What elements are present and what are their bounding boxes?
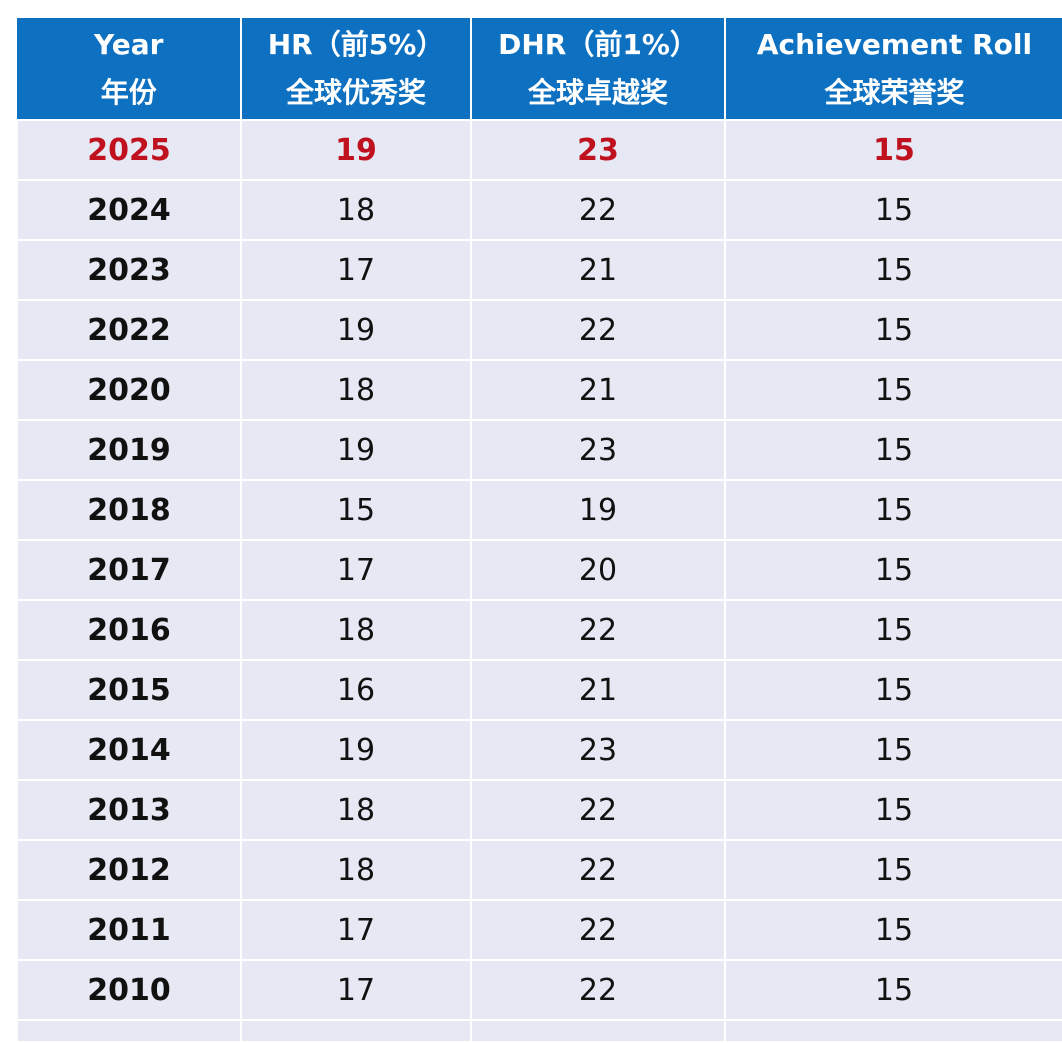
cell-year: 2011 bbox=[16, 899, 242, 961]
table-row: 2011 17 22 15 bbox=[16, 899, 1062, 961]
cell-hr: 19 bbox=[240, 119, 472, 181]
header-achievement-en: Achievement Roll bbox=[756, 27, 1033, 61]
cell-dhr: 22 bbox=[470, 959, 726, 1021]
cell-dhr: 21 bbox=[470, 239, 726, 301]
cell-year: 2012 bbox=[16, 839, 242, 901]
cell-hr: 18 bbox=[240, 599, 472, 661]
header-row: Year 年份 HR（前5%） 全球优秀奖 DHR（前1%） 全球卓越奖 Ach… bbox=[16, 18, 1062, 121]
header-dhr-en: DHR（前1%） bbox=[498, 27, 698, 61]
header-year-en: Year bbox=[94, 27, 164, 61]
table-row: 2020 18 21 15 bbox=[16, 359, 1062, 421]
cell-hr: 19 bbox=[240, 299, 472, 361]
score-table-container: Year 年份 HR（前5%） 全球优秀奖 DHR（前1%） 全球卓越奖 Ach… bbox=[16, 18, 1062, 1043]
cell-cut-off bbox=[724, 1019, 1062, 1043]
cell-achievement: 15 bbox=[724, 599, 1062, 661]
cell-achievement: 15 bbox=[724, 119, 1062, 181]
table-row-partial bbox=[16, 1019, 1062, 1043]
table-row: 2023 17 21 15 bbox=[16, 239, 1062, 301]
cell-achievement: 15 bbox=[724, 959, 1062, 1021]
cell-hr: 17 bbox=[240, 959, 472, 1021]
cell-year: 2025 bbox=[16, 119, 242, 181]
table-row: 2013 18 22 15 bbox=[16, 779, 1062, 841]
header-dhr: DHR（前1%） 全球卓越奖 bbox=[470, 18, 726, 121]
cell-year: 2017 bbox=[16, 539, 242, 601]
cell-achievement: 15 bbox=[724, 839, 1062, 901]
cell-dhr: 22 bbox=[470, 179, 726, 241]
cell-hr: 19 bbox=[240, 719, 472, 781]
header-achievement-zh: 全球荣誉奖 bbox=[824, 75, 965, 109]
cell-dhr: 22 bbox=[470, 839, 726, 901]
cell-dhr: 23 bbox=[470, 719, 726, 781]
cell-dhr: 19 bbox=[470, 479, 726, 541]
table-row: 2012 18 22 15 bbox=[16, 839, 1062, 901]
cell-year: 2019 bbox=[16, 419, 242, 481]
table-row: 2025 19 23 15 bbox=[16, 119, 1062, 181]
cell-hr: 18 bbox=[240, 779, 472, 841]
table-header: Year 年份 HR（前5%） 全球优秀奖 DHR（前1%） 全球卓越奖 Ach… bbox=[16, 18, 1062, 121]
table-row: 2016 18 22 15 bbox=[16, 599, 1062, 661]
cell-hr: 19 bbox=[240, 419, 472, 481]
header-year-zh: 年份 bbox=[100, 75, 157, 109]
table-body: 2025 19 23 15 2024 18 22 15 2023 17 21 15 2022 19 22 15… bbox=[16, 119, 1062, 1043]
cell-achievement: 15 bbox=[724, 899, 1062, 961]
table-row: 2014 19 23 15 bbox=[16, 719, 1062, 781]
cell-dhr: 22 bbox=[470, 299, 726, 361]
cell-year: 2022 bbox=[16, 299, 242, 361]
cell-year: 2018 bbox=[16, 479, 242, 541]
cell-achievement: 15 bbox=[724, 179, 1062, 241]
cell-achievement: 15 bbox=[724, 299, 1062, 361]
cell-year: 2016 bbox=[16, 599, 242, 661]
cell-year: 2010 bbox=[16, 959, 242, 1021]
cell-dhr: 22 bbox=[470, 899, 726, 961]
cell-dhr: 22 bbox=[470, 599, 726, 661]
cell-hr: 18 bbox=[240, 179, 472, 241]
cell-achievement: 15 bbox=[724, 659, 1062, 721]
cell-year: 2014 bbox=[16, 719, 242, 781]
cell-achievement: 15 bbox=[724, 779, 1062, 841]
cell-hr: 17 bbox=[240, 239, 472, 301]
table-row: 2022 19 22 15 bbox=[16, 299, 1062, 361]
cell-achievement: 15 bbox=[724, 359, 1062, 421]
cell-dhr: 23 bbox=[470, 119, 726, 181]
table-row: 2019 19 23 15 bbox=[16, 419, 1062, 481]
cell-year: 2024 bbox=[16, 179, 242, 241]
cell-cut-off bbox=[16, 1019, 242, 1043]
table-row: 2015 16 21 15 bbox=[16, 659, 1062, 721]
cell-achievement: 15 bbox=[724, 419, 1062, 481]
cell-year: 2020 bbox=[16, 359, 242, 421]
header-year: Year 年份 bbox=[16, 18, 242, 121]
table-row: 2010 17 22 15 bbox=[16, 959, 1062, 1021]
cell-dhr: 21 bbox=[470, 659, 726, 721]
header-hr-en: HR（前5%） bbox=[267, 27, 445, 61]
cell-cut-off bbox=[240, 1019, 472, 1043]
cell-hr: 17 bbox=[240, 539, 472, 601]
cell-dhr: 21 bbox=[470, 359, 726, 421]
cell-hr: 15 bbox=[240, 479, 472, 541]
cell-cut-off bbox=[470, 1019, 726, 1043]
header-hr-zh: 全球优秀奖 bbox=[285, 75, 426, 109]
cell-achievement: 15 bbox=[724, 479, 1062, 541]
cell-year: 2023 bbox=[16, 239, 242, 301]
cell-dhr: 22 bbox=[470, 779, 726, 841]
cell-year: 2013 bbox=[16, 779, 242, 841]
table-row: 2024 18 22 15 bbox=[16, 179, 1062, 241]
cell-hr: 16 bbox=[240, 659, 472, 721]
award-cutoff-table: Year 年份 HR（前5%） 全球优秀奖 DHR（前1%） 全球卓越奖 Ach… bbox=[16, 18, 1062, 1043]
table-row: 2017 17 20 15 bbox=[16, 539, 1062, 601]
header-hr: HR（前5%） 全球优秀奖 bbox=[240, 18, 472, 121]
cell-achievement: 15 bbox=[724, 719, 1062, 781]
cell-dhr: 23 bbox=[470, 419, 726, 481]
cell-achievement: 15 bbox=[724, 239, 1062, 301]
cell-hr: 18 bbox=[240, 359, 472, 421]
cell-year: 2015 bbox=[16, 659, 242, 721]
header-achievement-roll: Achievement Roll 全球荣誉奖 bbox=[724, 18, 1062, 121]
table-row: 2018 15 19 15 bbox=[16, 479, 1062, 541]
header-dhr-zh: 全球卓越奖 bbox=[527, 75, 668, 109]
cell-achievement: 15 bbox=[724, 539, 1062, 601]
cell-hr: 18 bbox=[240, 839, 472, 901]
cell-dhr: 20 bbox=[470, 539, 726, 601]
cell-hr: 17 bbox=[240, 899, 472, 961]
